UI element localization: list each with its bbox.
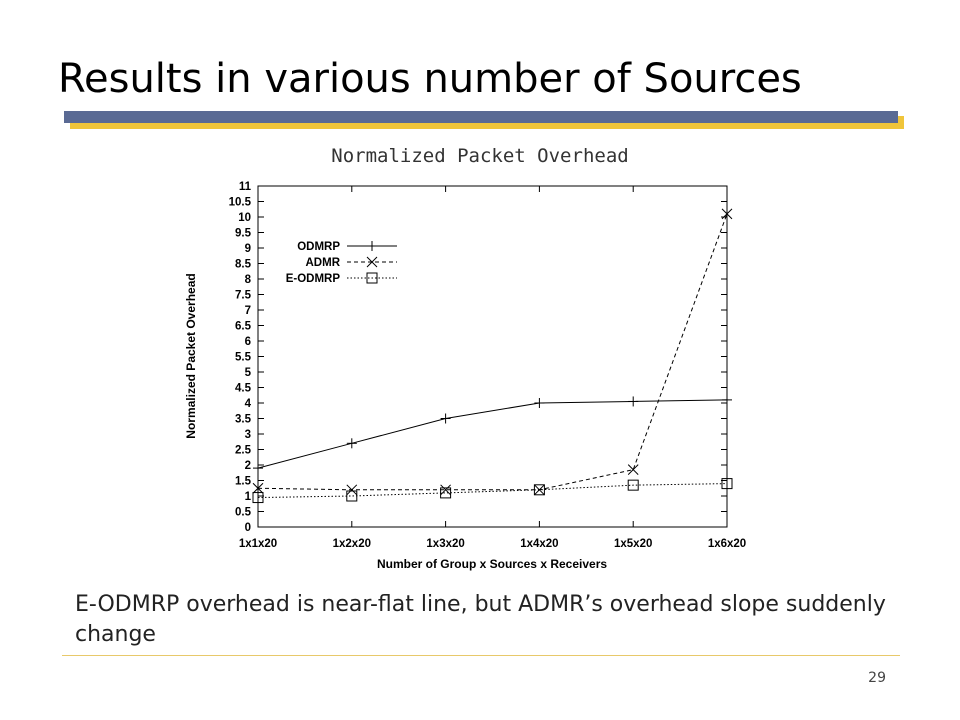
data-point-cross: [721, 208, 733, 220]
y-tick-label: 4.5: [235, 383, 252, 395]
data-point-plus: [440, 413, 451, 424]
x-tick-label: 1x5x20: [614, 538, 652, 550]
y-axis-label: Normalized Packet Overhead: [184, 273, 198, 438]
y-tick-label: 0: [245, 522, 251, 534]
plot-frame: [257, 185, 728, 528]
y-tick-label: 2.5: [235, 445, 252, 457]
data-point-cross: [346, 484, 358, 496]
data-point-plus: [628, 396, 639, 407]
y-tick-label: 2: [245, 460, 251, 472]
y-tick-label: 5.5: [235, 352, 252, 364]
data-point-square: [721, 478, 733, 490]
y-tick-label: 11: [239, 181, 252, 193]
y-tick-label: 4: [245, 398, 252, 410]
y-tick-label: 3.5: [235, 414, 252, 426]
x-tick-label: 1x4x20: [520, 538, 558, 550]
data-point-plus: [722, 394, 732, 405]
y-tick-label: 10: [238, 212, 251, 224]
x-tick-label: 1x1x20: [239, 538, 277, 550]
slide-title: Results in various number of Sources: [58, 56, 802, 102]
y-tick-label: 0.5: [235, 507, 252, 519]
title-underline-bar: [64, 111, 898, 123]
y-tick-label: 8: [245, 274, 252, 286]
legend-label: ADMR: [306, 257, 341, 269]
x-axis-label: Number of Group x Sources x Receivers: [377, 557, 607, 571]
series-line-e-odmrp: [257, 483, 728, 499]
y-tick-label: 7.5: [235, 290, 252, 302]
x-tick-label: 1x2x20: [333, 538, 371, 550]
data-point-square: [440, 487, 452, 499]
footer-divider: [62, 655, 900, 656]
chart-title: Normalized Packet Overhead: [331, 145, 629, 167]
x-tick-label: 1x3x20: [426, 538, 464, 550]
y-tick-label: 7: [245, 305, 251, 317]
y-tick-label: 8.5: [235, 259, 252, 271]
data-point-square: [346, 490, 358, 502]
data-point-plus: [346, 438, 357, 449]
data-point-square: [366, 272, 378, 284]
y-tick-label: 6: [245, 336, 251, 348]
y-tick-label: 10.5: [229, 197, 252, 209]
data-point-cross: [252, 482, 264, 494]
y-tick-label: 9: [245, 243, 251, 255]
data-point-cross: [534, 484, 545, 496]
legend-label: ODMRP: [297, 241, 340, 253]
data-point-cross: [440, 484, 451, 496]
x-tick-label: 1x6x20: [708, 538, 746, 550]
data-point-square: [533, 484, 545, 496]
legend: ODMRP ADMR E-ODMRP: [286, 241, 397, 285]
page-number: 29: [868, 670, 886, 686]
y-axis: 0 0.5 1 1.5 2 2.5 3 3.5 4 4.5 5 5.5 6 6.5 7 7.5 8 8.5 9 9.5…: [229, 181, 727, 534]
data-point-plus: [253, 463, 263, 474]
series-line-admr: [257, 213, 728, 491]
data-point-square: [627, 479, 639, 491]
data-point-cross: [627, 464, 639, 476]
y-tick-label: 6.5: [235, 321, 252, 333]
data-point-plus: [367, 241, 377, 251]
data-point-square: [252, 492, 264, 504]
slide-caption: E-ODMRP overhead is near-flat line, but …: [75, 592, 886, 647]
legend-label: E-ODMRP: [286, 273, 341, 285]
data-point-plus: [534, 398, 545, 408]
y-tick-label: 5: [245, 367, 252, 379]
series-layer: [252, 208, 733, 504]
y-tick-label: 9.5: [235, 228, 252, 240]
y-tick-label: 1: [245, 491, 252, 503]
series-line-odmrp: [257, 399, 728, 469]
x-axis: 1x1x20 1x2x20 1x3x20 1x4x20 1x5x20 1x6x20: [239, 186, 746, 550]
y-tick-label: 3: [245, 429, 251, 441]
data-point-cross: [366, 256, 378, 268]
y-tick-label: 1.5: [235, 476, 252, 488]
